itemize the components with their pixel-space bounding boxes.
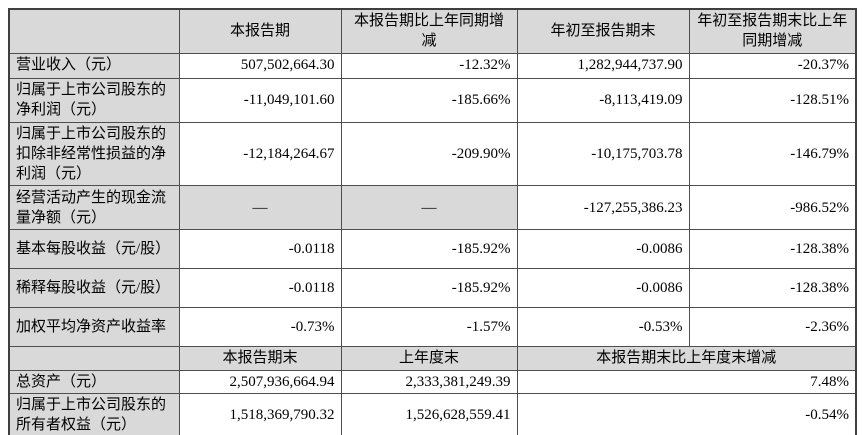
value-cell: 1,526,628,559.41 [340, 392, 518, 435]
value-cell: -0.0118 [178, 229, 342, 270]
table-row-owners-equity: 归属于上市公司股东的所有者权益（元） 1,518,369,790.32 1,52… [8, 392, 857, 435]
row-label: 加权平均净资产收益率 [8, 307, 180, 348]
value-cell: -185.66% [340, 77, 518, 123]
value-cell: -20.37% [688, 52, 857, 79]
value-cell: -11,049,101.60 [178, 77, 342, 123]
value-cell: -209.90% [340, 121, 518, 187]
value-cell: 1,282,944,737.90 [516, 52, 690, 79]
subheader-prior-year-end: 上年度末 [340, 346, 518, 371]
value-cell: -0.0086 [516, 229, 690, 270]
subheader-period-end: 本报告期末 [178, 346, 342, 371]
row-label: 归属于上市公司股东的净利润（元） [8, 77, 180, 123]
value-cell: -12,184,264.67 [178, 121, 342, 187]
table-row-operating-cash-flow: 经营活动产生的现金流量净额（元） — — -127,255,386.23 -98… [8, 185, 857, 231]
header-metric [8, 8, 180, 54]
value-cell: 2,333,381,249.39 [340, 369, 518, 394]
value-cell: 1,518,369,790.32 [178, 392, 342, 435]
row-label: 基本每股收益（元/股） [8, 229, 180, 270]
value-cell-empty: — [340, 185, 518, 231]
value-cell: -128.51% [688, 77, 857, 123]
table-row-net-profit: 归属于上市公司股东的净利润（元） -11,049,101.60 -185.66%… [8, 77, 857, 123]
value-cell: -185.92% [340, 229, 518, 270]
financial-summary-table: 本报告期 本报告期比上年同期增减 年初至报告期末 年初至报告期末比上年同期增减 … [8, 8, 857, 435]
value-cell-empty: — [178, 185, 342, 231]
table-row-weighted-roe: 加权平均净资产收益率 -0.73% -1.57% -0.53% -2.36% [8, 307, 857, 348]
header-current-period: 本报告期 [178, 8, 342, 54]
value-cell: -128.38% [688, 268, 857, 309]
table-row-total-assets: 总资产（元） 2,507,936,664.94 2,333,381,249.39… [8, 369, 857, 394]
value-cell: -0.54% [516, 392, 857, 435]
row-label: 稀释每股收益（元/股） [8, 268, 180, 309]
value-cell: -10,175,703.78 [516, 121, 690, 187]
value-cell: -185.92% [340, 268, 518, 309]
subheader-metric [8, 346, 180, 371]
value-cell: -0.53% [516, 307, 690, 348]
header-current-period-yoy-change: 本报告期比上年同期增减 [340, 8, 518, 54]
table-row-operating-revenue: 营业收入（元） 507,502,664.30 -12.32% 1,282,944… [8, 52, 857, 79]
value-cell: -0.73% [178, 307, 342, 348]
value-cell: -2.36% [688, 307, 857, 348]
value-cell: 507,502,664.30 [178, 52, 342, 79]
header-year-to-date-yoy-change: 年初至报告期末比上年同期增减 [688, 8, 857, 54]
value-cell: -128.38% [688, 229, 857, 270]
table-row-basic-eps: 基本每股收益（元/股） -0.0118 -185.92% -0.0086 -12… [8, 229, 857, 270]
value-cell: -0.0118 [178, 268, 342, 309]
value-cell: 7.48% [516, 369, 857, 394]
table-subheader-row: 本报告期末 上年度末 本报告期末比上年度末增减 [8, 346, 857, 371]
row-label: 营业收入（元） [8, 52, 180, 79]
row-label: 总资产（元） [8, 369, 180, 394]
value-cell: -146.79% [688, 121, 857, 187]
table-header-row: 本报告期 本报告期比上年同期增减 年初至报告期末 年初至报告期末比上年同期增减 [8, 8, 857, 54]
table-row-net-profit-excl-nonrecurring: 归属于上市公司股东的扣除非经常性损益的净利润（元） -12,184,264.67… [8, 121, 857, 187]
value-cell: -8,113,419.09 [516, 77, 690, 123]
header-year-to-date: 年初至报告期末 [516, 8, 690, 54]
value-cell: -12.32% [340, 52, 518, 79]
value-cell: 2,507,936,664.94 [178, 369, 342, 394]
row-label: 归属于上市公司股东的扣除非经常性损益的净利润（元） [8, 121, 180, 187]
value-cell: -986.52% [688, 185, 857, 231]
table-row-diluted-eps: 稀释每股收益（元/股） -0.0118 -185.92% -0.0086 -12… [8, 268, 857, 309]
value-cell: -0.0086 [516, 268, 690, 309]
row-label: 归属于上市公司股东的所有者权益（元） [8, 392, 180, 435]
value-cell: -127,255,386.23 [516, 185, 690, 231]
subheader-period-end-change: 本报告期末比上年度末增减 [516, 346, 857, 371]
row-label: 经营活动产生的现金流量净额（元） [8, 185, 180, 231]
value-cell: -1.57% [340, 307, 518, 348]
